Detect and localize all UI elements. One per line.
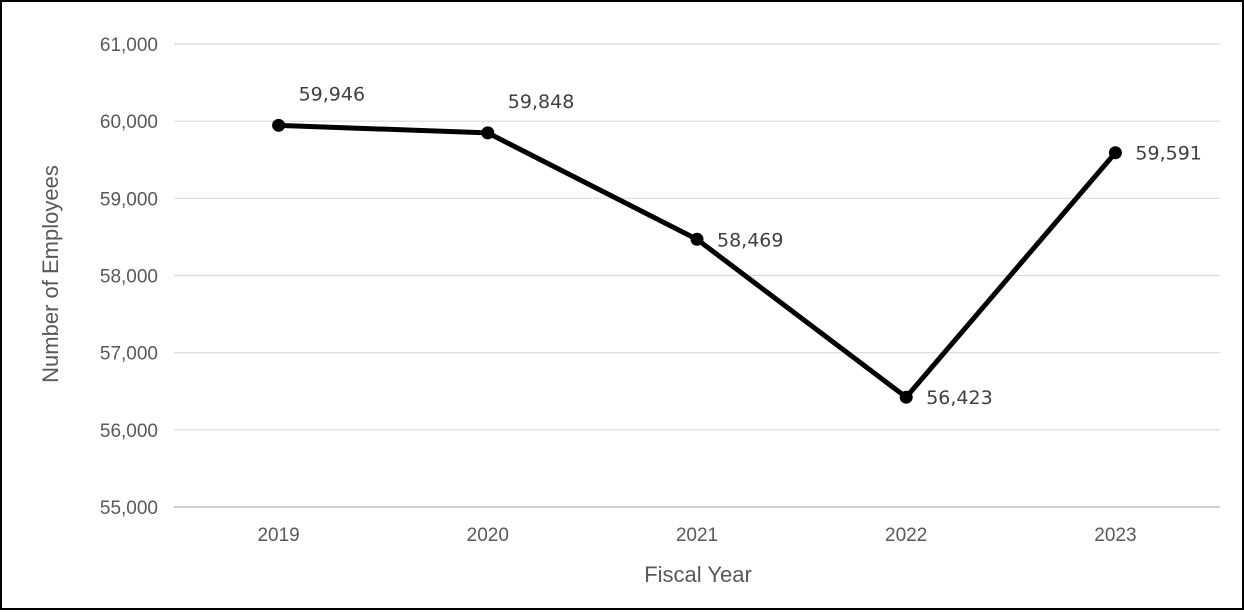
data-labels: 59,946 59,848 58,469 56,423 59,591 <box>299 83 1202 409</box>
gridlines <box>174 43 1220 508</box>
x-tick-label: 2022 <box>885 525 927 546</box>
y-tick-label: 55,000 <box>100 498 158 519</box>
x-axis-ticks: 2019 2020 2021 2022 2023 <box>257 525 1136 546</box>
data-label: 56,423 <box>926 387 992 409</box>
data-point <box>481 126 495 140</box>
y-axis-title: Number of Employees <box>38 165 63 383</box>
series-line <box>276 122 1118 400</box>
x-axis-title: Fiscal Year <box>644 562 752 587</box>
data-point <box>690 232 704 246</box>
x-tick-label: 2019 <box>257 525 299 546</box>
y-tick-label: 61,000 <box>100 35 158 56</box>
y-tick-label: 58,000 <box>100 267 158 288</box>
series-layer <box>272 118 1122 404</box>
y-tick-label: 56,000 <box>100 421 158 442</box>
data-point <box>1108 146 1122 160</box>
data-point <box>899 390 913 404</box>
data-label: 58,469 <box>717 229 783 251</box>
data-label: 59,946 <box>299 83 365 105</box>
x-tick-label: 2020 <box>467 525 509 546</box>
data-label: 59,591 <box>1135 143 1201 165</box>
y-axis-ticks: 55,000 56,000 57,000 58,000 59,000 60,000 61,0… <box>100 35 158 519</box>
data-point <box>272 118 286 132</box>
y-tick-label: 57,000 <box>100 344 158 365</box>
data-label: 59,848 <box>508 91 574 113</box>
y-tick-label: 60,000 <box>100 112 158 133</box>
y-tick-label: 59,000 <box>100 189 158 210</box>
x-tick-label: 2021 <box>676 525 718 546</box>
x-tick-label: 2023 <box>1094 525 1136 546</box>
